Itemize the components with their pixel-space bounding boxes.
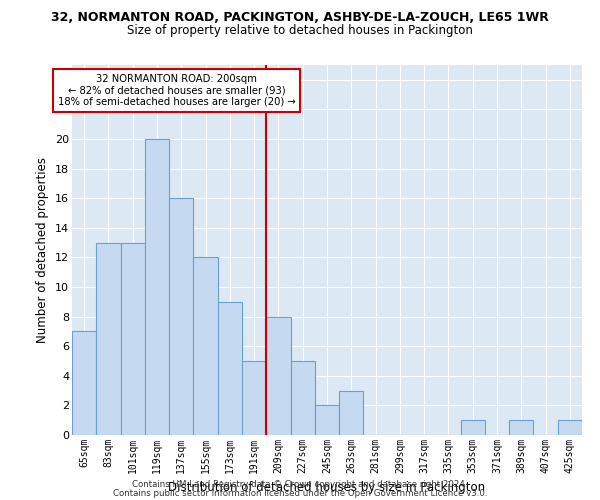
- Text: 32, NORMANTON ROAD, PACKINGTON, ASHBY-DE-LA-ZOUCH, LE65 1WR: 32, NORMANTON ROAD, PACKINGTON, ASHBY-DE…: [51, 11, 549, 24]
- Bar: [461, 420, 485, 435]
- Bar: [242, 361, 266, 435]
- Bar: [266, 316, 290, 435]
- Bar: [339, 390, 364, 435]
- Bar: [72, 332, 96, 435]
- Bar: [96, 242, 121, 435]
- Bar: [509, 420, 533, 435]
- Bar: [193, 258, 218, 435]
- Bar: [121, 242, 145, 435]
- Bar: [145, 139, 169, 435]
- Text: Contains HM Land Registry data © Crown copyright and database right 2024.: Contains HM Land Registry data © Crown c…: [132, 480, 468, 489]
- Bar: [218, 302, 242, 435]
- Bar: [315, 406, 339, 435]
- Y-axis label: Number of detached properties: Number of detached properties: [37, 157, 49, 343]
- Text: Size of property relative to detached houses in Packington: Size of property relative to detached ho…: [127, 24, 473, 37]
- X-axis label: Distribution of detached houses by size in Packington: Distribution of detached houses by size …: [169, 482, 485, 494]
- Bar: [290, 361, 315, 435]
- Bar: [558, 420, 582, 435]
- Bar: [169, 198, 193, 435]
- Text: 32 NORMANTON ROAD: 200sqm
← 82% of detached houses are smaller (93)
18% of semi-: 32 NORMANTON ROAD: 200sqm ← 82% of detac…: [58, 74, 295, 107]
- Text: Contains public sector information licensed under the Open Government Licence v3: Contains public sector information licen…: [113, 488, 487, 498]
